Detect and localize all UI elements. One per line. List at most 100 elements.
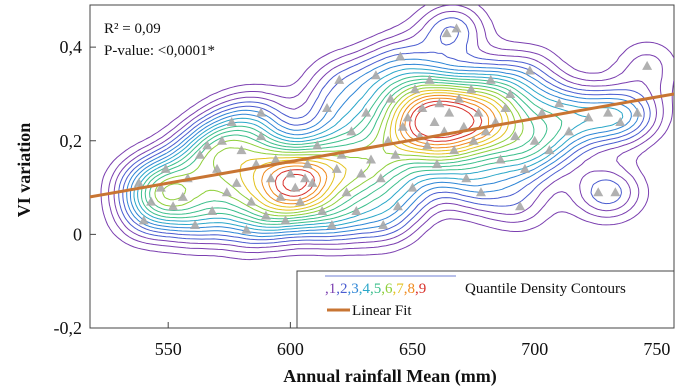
data-point [326, 220, 337, 230]
data-point [461, 173, 472, 183]
density-contour [108, 5, 664, 254]
data-point [434, 98, 445, 108]
data-point [216, 135, 227, 145]
data-point [554, 98, 565, 108]
data-point [312, 140, 323, 150]
data-point [231, 177, 242, 187]
density-contour [113, 10, 657, 249]
x-tick-label: 750 [643, 339, 670, 359]
data-point [236, 145, 247, 155]
data-point [390, 149, 401, 159]
legend-contour-digit: ,8 [404, 281, 415, 297]
data-point [256, 131, 267, 141]
data-point [603, 107, 614, 117]
data-point [395, 51, 406, 61]
data-point [417, 102, 428, 112]
data-point [256, 107, 267, 117]
data-point [515, 201, 526, 211]
x-tick-label: 600 [277, 339, 304, 359]
legend-contour-digit: ,7 [393, 281, 405, 297]
data-point [473, 107, 484, 117]
y-tick-label: 0,2 [60, 131, 83, 151]
x-axis-title: Annual rainfall Mean (mm) [283, 366, 497, 387]
data-point [615, 117, 626, 127]
data-point [458, 121, 469, 131]
data-point [226, 117, 237, 127]
data-point [351, 205, 362, 215]
data-point [510, 131, 521, 141]
linear-fit-line [90, 92, 674, 199]
data-point [632, 107, 643, 117]
data-point [334, 74, 345, 84]
data-point [642, 60, 653, 70]
scatter-points [133, 23, 653, 234]
x-tick-label: 550 [155, 339, 182, 359]
data-point [444, 107, 455, 117]
legend: ,1,2,3,4,5,6,7,8,9 Quantile Density Cont… [296, 270, 675, 329]
data-point [422, 140, 433, 150]
data-point [366, 154, 377, 164]
plot-content [90, 5, 674, 261]
y-tick-label: 0,4 [60, 37, 83, 57]
data-point [431, 159, 442, 169]
data-point [280, 215, 291, 225]
data-point [480, 126, 491, 136]
data-point [593, 187, 604, 197]
data-point [290, 182, 301, 192]
data-point [133, 177, 144, 187]
data-point [336, 149, 347, 159]
legend-contour-digit: ,4 [359, 281, 371, 297]
data-point [221, 187, 232, 197]
data-point [409, 84, 420, 94]
density-contour [126, 58, 639, 238]
data-point [466, 84, 477, 94]
data-point [331, 163, 342, 173]
data-point [468, 135, 479, 145]
density-contour [137, 72, 590, 228]
data-point [300, 173, 311, 183]
data-point [202, 140, 213, 150]
data-point [407, 182, 418, 192]
data-point [524, 65, 535, 75]
density-contour [133, 68, 624, 231]
data-point [270, 154, 281, 164]
quantile-density-contours [100, 5, 674, 261]
legend-contour-digit: ,6 [381, 281, 393, 297]
data-point [138, 215, 149, 225]
x-tick-label: 700 [521, 339, 548, 359]
data-point [346, 126, 357, 136]
legend-contour-label: Quantile Density Contours [465, 281, 626, 297]
data-point [529, 135, 540, 145]
data-point [402, 112, 413, 122]
data-point [168, 201, 179, 211]
y-axis-title: VI variation [14, 123, 34, 218]
data-point [212, 163, 223, 173]
data-point [307, 177, 318, 187]
data-point [392, 201, 403, 211]
data-point [429, 117, 440, 127]
data-point [537, 107, 548, 117]
data-point [356, 168, 367, 178]
data-point [177, 191, 188, 201]
data-point [441, 28, 452, 38]
data-point [610, 187, 621, 197]
data-point [194, 149, 205, 159]
y-axis-ticks: -0,2 0 0,2 0,4 [54, 37, 96, 338]
data-point [375, 173, 386, 183]
density-contour [100, 5, 674, 261]
data-point [260, 210, 271, 220]
legend-box [296, 270, 675, 329]
r-squared-label: R² = 0,09 [104, 21, 161, 37]
data-point [475, 187, 486, 197]
data-point [449, 145, 460, 155]
data-point [378, 220, 389, 230]
data-point [370, 70, 381, 80]
data-point [155, 182, 166, 192]
data-point [295, 196, 306, 206]
data-point [453, 93, 464, 103]
data-point [322, 102, 333, 112]
x-tick-label: 650 [399, 339, 426, 359]
data-point [500, 102, 511, 112]
density-contour [118, 17, 651, 244]
